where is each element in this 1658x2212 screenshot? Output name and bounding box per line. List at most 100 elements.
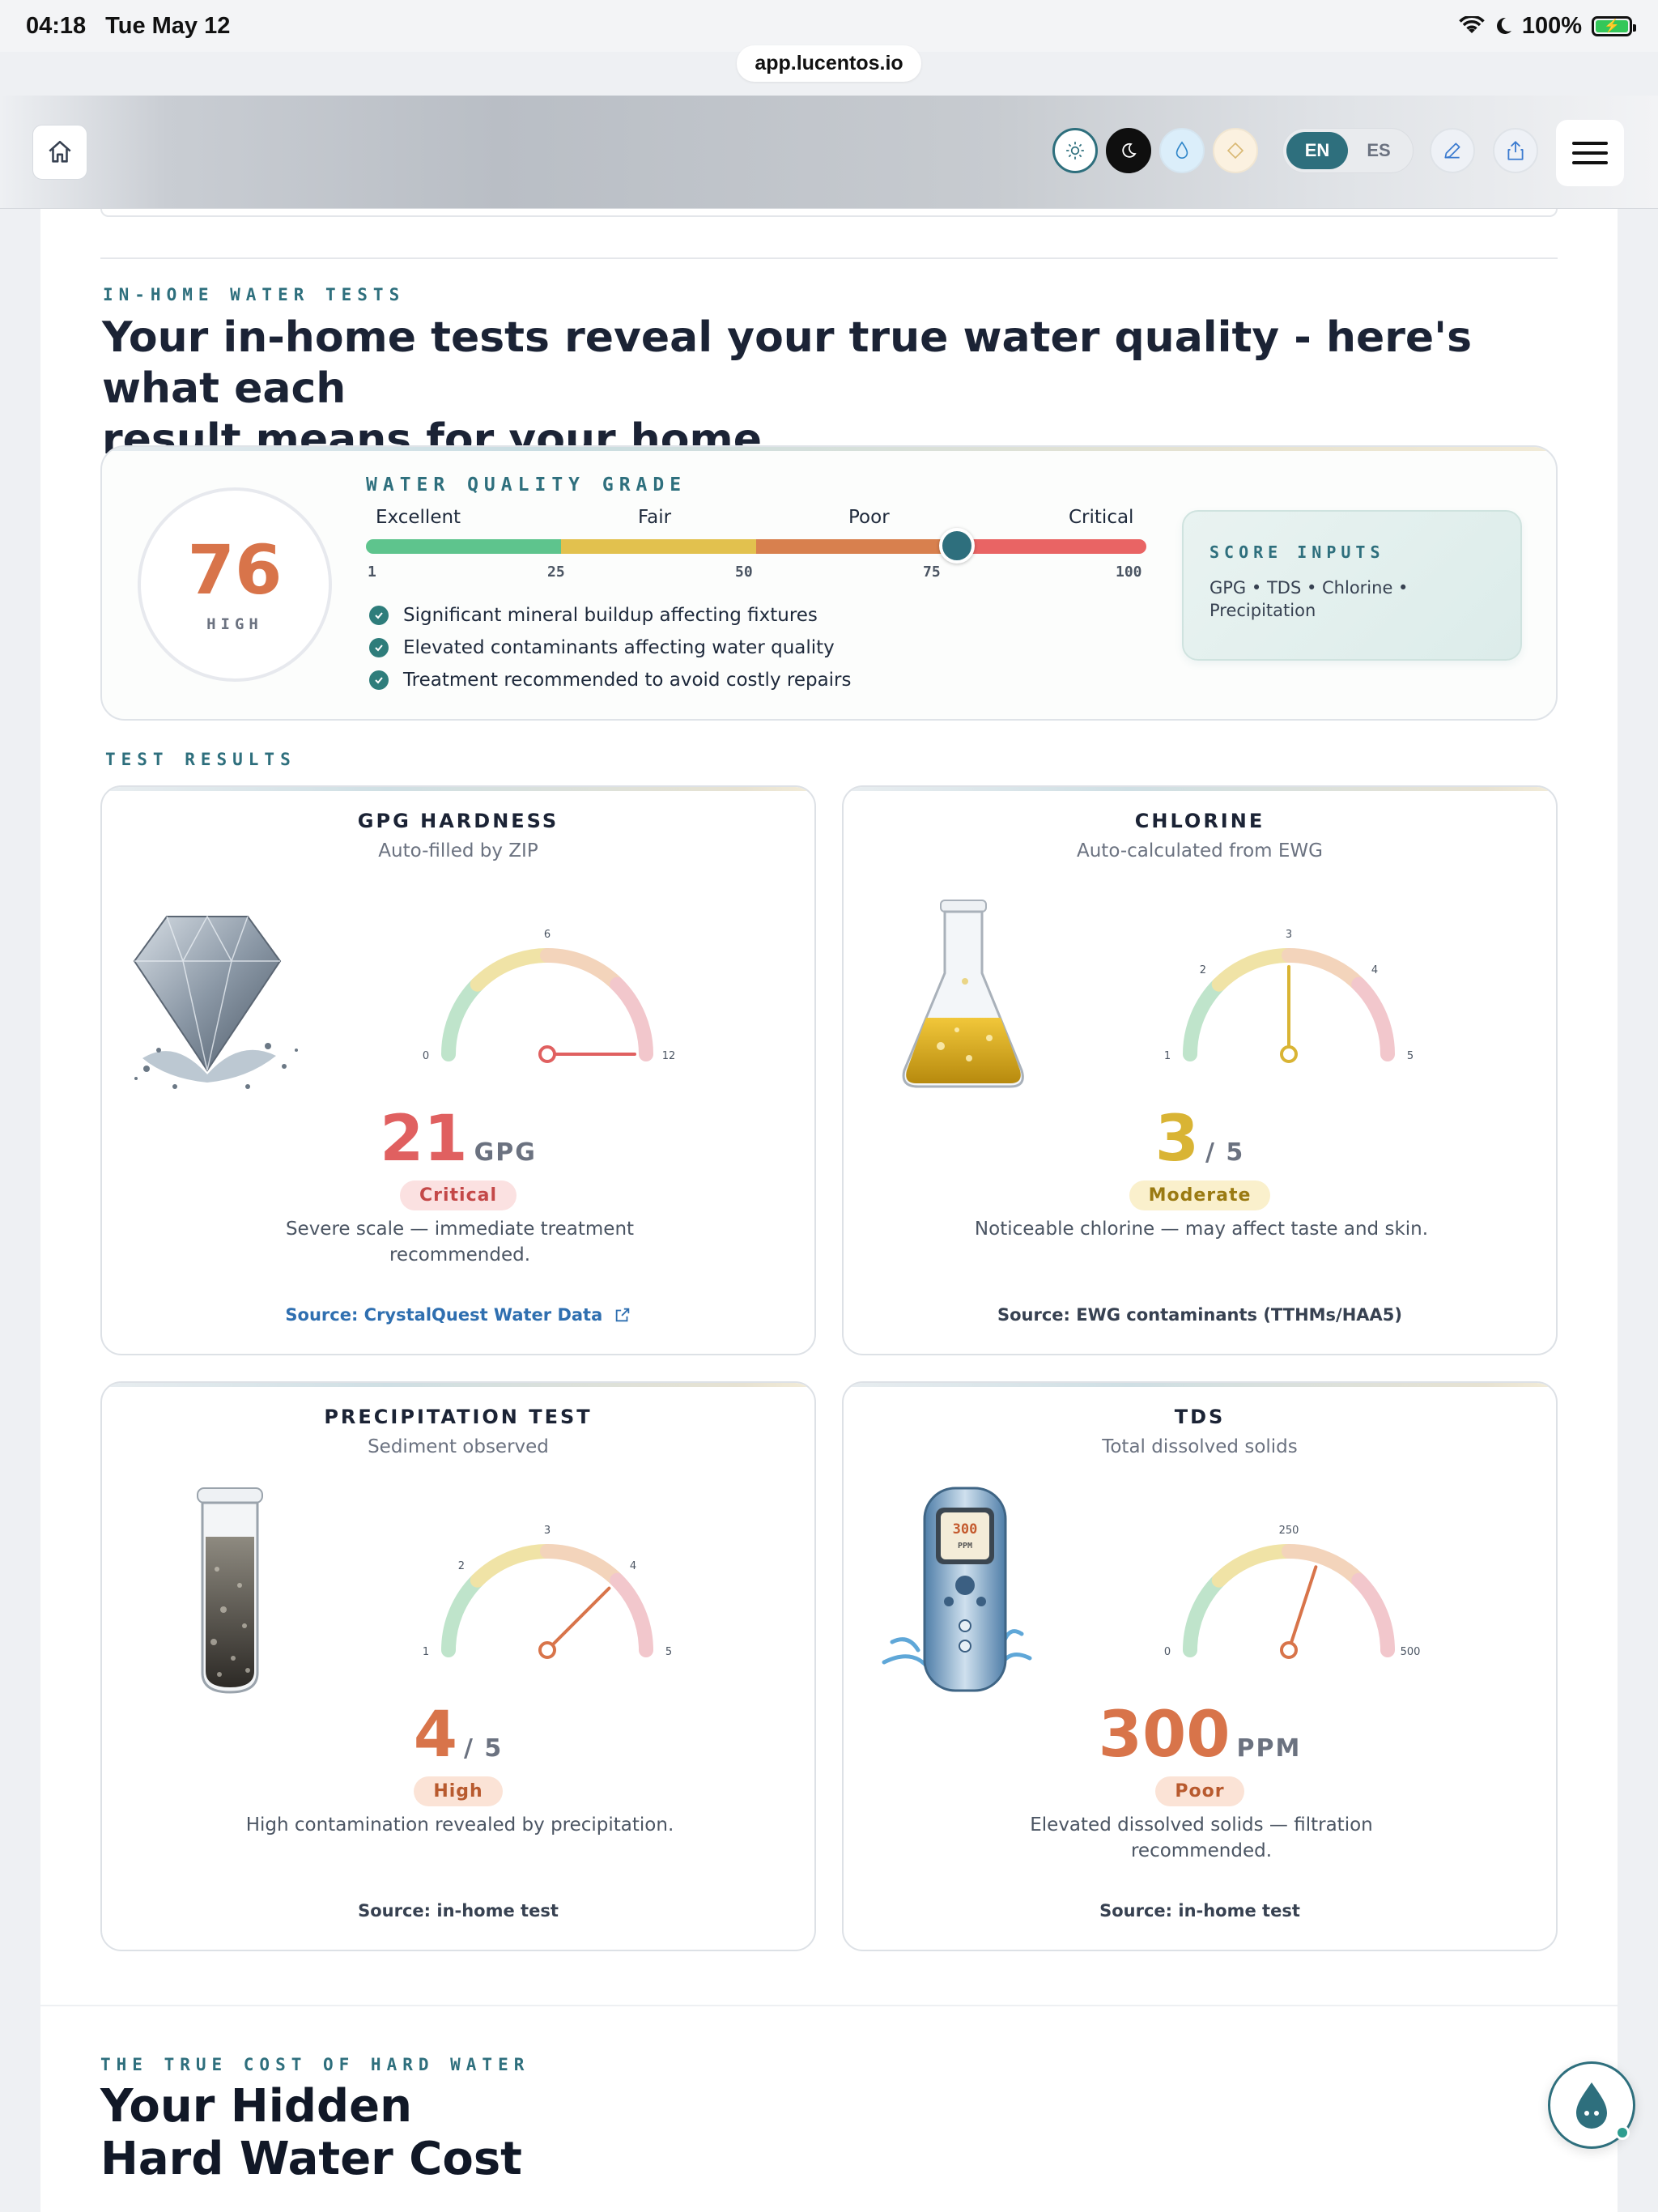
lang-es-button[interactable]: ES [1367,140,1391,160]
chlorine-unit: / 5 [1205,1138,1245,1167]
moon-icon [1496,17,1511,34]
battery-percent: 100% [1521,12,1582,39]
gauge-tick-label: 1 [1164,1050,1171,1062]
gpg-hardness-card: GPG HARDNESS Auto-filled by ZIP 0 6 12 21 G… [100,785,816,1355]
gauge-arc-segment [610,976,653,1061]
previous-card-edge [100,209,1558,217]
home-icon [49,140,71,163]
edit-button[interactable] [1430,128,1475,173]
gauge-needle-pivot [538,1641,556,1659]
url-bar[interactable]: app.lucentos.io [737,45,921,82]
card-value: 3/ 5 [844,1103,1556,1176]
source-link[interactable]: Source: CrystalQuest Water Data [102,1305,814,1325]
gauge-arc-segment [1282,1544,1367,1588]
gauge-tick-label: 2 [1200,964,1206,976]
gauge-arc-segment [441,1572,485,1657]
score-ring: 76 HIGH [138,487,332,682]
tds-meter-illustration: 300 PPM [882,1487,1032,1692]
score-inputs-box: SCORE INPUTS GPG • TDS • Chlorine • Prec… [1182,510,1522,661]
status-badge: Critical [399,1180,517,1210]
pencil-icon [1444,143,1460,159]
grade-label-critical: Critical [1069,507,1134,528]
gauge-arc-segment [1211,1544,1296,1588]
gauge-arc-segment [540,1544,625,1588]
gauge-tick-label: 3 [544,1525,551,1537]
menu-button[interactable] [1556,120,1624,186]
grade-segment-excellent [366,539,561,554]
test-results-eyebrow: TEST RESULTS [105,750,296,769]
card-subtitle: Auto-calculated from EWG [1077,840,1323,861]
water-tests-eyebrow: IN-HOME WATER TESTS [103,285,406,304]
theme-light-button[interactable] [1052,128,1098,173]
card-subtitle: Auto-filled by ZIP [378,840,538,861]
share-icon [1507,141,1524,160]
theme-ocean-button[interactable] [1159,128,1205,173]
section-separator [100,257,1558,259]
flask-illustration [902,900,1024,1088]
card-value: 300 PPM [844,1699,1556,1772]
battery-icon: ⚡ [1592,15,1636,36]
chlorine-value: 3 [1154,1103,1199,1176]
score-inputs-text: GPG • TDS • Chlorine • Precipitation [1209,578,1409,621]
tds-unit: PPM [1236,1734,1302,1763]
cost-title: Your Hidden Hard Water Cost [100,2080,522,2185]
gpg-gauge: 0 6 12 [423,929,676,1063]
gauge-arc-segment [540,948,625,992]
status-badge: Moderate [1129,1180,1271,1210]
status-date: Tue May 12 [105,12,231,39]
gauge-needle-pivot [1280,1045,1298,1063]
lang-en-button[interactable]: EN [1286,132,1348,169]
gauge-tick-label: 500 [1401,1646,1421,1658]
card-description: Severe scale — immediate treatment recom… [285,1219,635,1266]
grade-tick: 75 [923,564,941,581]
gauge-tick-label: 250 [1279,1525,1299,1537]
gauge-arc-segment [441,976,485,1061]
grade-bar [366,539,1146,554]
online-indicator [1615,2125,1630,2140]
home-button[interactable] [32,125,87,180]
precipitation-value: 4 [413,1699,457,1772]
grade-tick: 1 [368,564,376,581]
gauge-arc-segment [1282,948,1367,992]
grade-label-poor: Poor [848,507,890,528]
theme-dark-button[interactable] [1106,128,1151,173]
grade-label-fair: Fair [638,507,672,528]
check-icon [369,638,389,657]
grade-segment-critical [951,539,1146,554]
gauge-arc-segment [1183,1572,1226,1657]
droplet-mascot-icon [1576,2082,1607,2129]
grade-segment-poor [756,539,951,554]
tds-gauge: 0 250 500 [1164,1525,1421,1659]
share-button[interactable] [1493,128,1538,173]
card-title: TDS [1174,1406,1226,1428]
gauge-tick-label: 4 [1371,964,1378,976]
grade-segment-fair [561,539,756,554]
gauge-arc-segment [610,1572,653,1657]
grade-scale-labels: Excellent Fair Poor Critical [366,507,1146,531]
source-text: Source: EWG contaminants (TTHMs/HAA5) [997,1305,1402,1325]
grade-slider-handle[interactable] [939,528,976,564]
chat-assistant-button[interactable] [1548,2061,1635,2149]
score-inputs-title: SCORE INPUTS [1209,542,1385,562]
test-tube-illustration [197,1487,263,1694]
gauge-needle-pivot [538,1045,556,1063]
status-badge: Poor [1155,1776,1244,1806]
gauge-needle-pivot [1280,1641,1298,1659]
gauge-tick-label: 0 [423,1050,429,1062]
theme-sand-button[interactable] [1213,128,1258,173]
card-subtitle: Total dissolved solids [1102,1436,1298,1457]
gauge-tick-label: 3 [1286,929,1292,941]
cost-eyebrow: THE TRUE COST OF HARD WATER [100,2055,530,2074]
check-icon [369,670,389,690]
grade-findings-list: Significant mineral buildup affecting fi… [369,599,852,696]
list-item: Elevated contaminants affecting water qu… [369,632,852,664]
heading-line-1: Your in-home tests reveal your true wate… [102,313,1473,413]
hamburger-icon [1572,142,1608,145]
external-link-icon [615,1308,629,1322]
droplet-icon [1175,141,1188,159]
gauge-tick-label: 12 [662,1050,676,1062]
gpg-value: 21 [380,1103,468,1176]
gauge-arc-segment [470,1544,555,1588]
score-value: 76 [187,530,283,610]
